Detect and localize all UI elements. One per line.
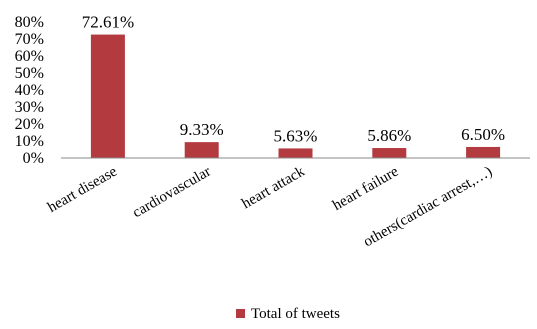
y-axis-tick-labels: 0%10%20%30%40%50%60%70%80% <box>15 14 44 167</box>
bar <box>184 142 219 158</box>
x-category-label: heart failure <box>330 163 401 213</box>
x-axis-category-labels: heart disease cardiovascular heart attack h… <box>45 163 495 250</box>
legend: Total of tweets <box>236 306 340 322</box>
legend-label: Total of tweets <box>251 306 340 322</box>
x-category-label: heart disease <box>45 163 120 216</box>
y-tick-label: 40% <box>15 82 44 99</box>
bars-group <box>90 34 501 158</box>
x-category-label: cardiovascular <box>130 164 214 222</box>
y-tick-label: 10% <box>15 133 44 150</box>
legend-swatch <box>236 309 245 318</box>
y-tick-label: 50% <box>15 65 44 82</box>
y-tick-label: 20% <box>15 116 44 133</box>
y-tick-label: 60% <box>15 48 44 65</box>
data-label: 5.63% <box>274 126 318 145</box>
y-tick-label: 70% <box>15 31 44 48</box>
bar <box>278 148 313 158</box>
y-tick-label: 0% <box>23 150 44 167</box>
data-label: 9.33% <box>180 120 224 139</box>
x-category-label: heart attack <box>239 163 308 212</box>
bar <box>466 146 501 158</box>
data-label: 6.50% <box>461 125 505 144</box>
data-label: 72.61% <box>82 13 134 32</box>
data-label: 5.86% <box>367 126 411 145</box>
bar <box>372 148 407 158</box>
data-labels-group: 72.61% 9.33% 5.63% 5.86% 6.50% <box>82 13 505 146</box>
y-tick-label: 80% <box>15 14 44 31</box>
y-tick-label: 30% <box>15 99 44 116</box>
bar <box>90 34 125 158</box>
